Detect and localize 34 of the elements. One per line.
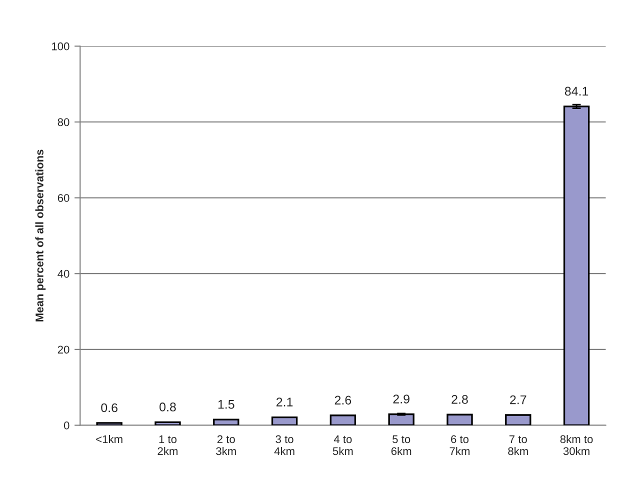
y-tick-label: 80 xyxy=(58,118,70,126)
x-tick-label: 3 to 4km xyxy=(274,435,294,455)
data-label: 84.1 xyxy=(564,86,588,96)
x-tick-label: 4 to 5km xyxy=(332,435,353,456)
bar xyxy=(505,414,532,426)
bar xyxy=(154,421,181,426)
data-label: 0.6 xyxy=(101,403,118,412)
data-label: 2.7 xyxy=(510,395,526,404)
data-label: 2.6 xyxy=(334,396,352,405)
y-axis-title: Mean percent of all observations xyxy=(35,150,46,322)
y-tick-label: 60 xyxy=(58,194,70,202)
data-label: 0.8 xyxy=(160,402,176,412)
x-tick-label: 8km to 30km xyxy=(560,434,593,456)
x-tick-label: <1km xyxy=(96,434,122,444)
data-label: 2.1 xyxy=(276,398,293,406)
data-label: 2.8 xyxy=(452,394,468,404)
bar xyxy=(271,416,298,426)
y-tick-label: 0 xyxy=(64,422,70,430)
bar xyxy=(446,414,473,426)
data-label: 2.9 xyxy=(393,394,410,404)
bar xyxy=(330,414,356,426)
y-tick-label: 40 xyxy=(58,270,70,278)
x-tick-label: 7 to 8km xyxy=(508,435,528,456)
x-tick-label: 1 to 2km xyxy=(158,435,178,455)
data-label: 1.5 xyxy=(218,400,234,409)
bar xyxy=(96,422,122,426)
bar xyxy=(213,418,240,426)
x-tick-label: 5 to 6km xyxy=(391,435,412,456)
x-tick-label: 6 to 7km xyxy=(450,435,470,455)
bar xyxy=(388,413,414,426)
y-tick-label: 100 xyxy=(52,42,70,50)
bar xyxy=(563,106,590,426)
x-tick-label: 2 to 3km xyxy=(216,435,236,456)
y-tick-label: 20 xyxy=(58,346,70,354)
